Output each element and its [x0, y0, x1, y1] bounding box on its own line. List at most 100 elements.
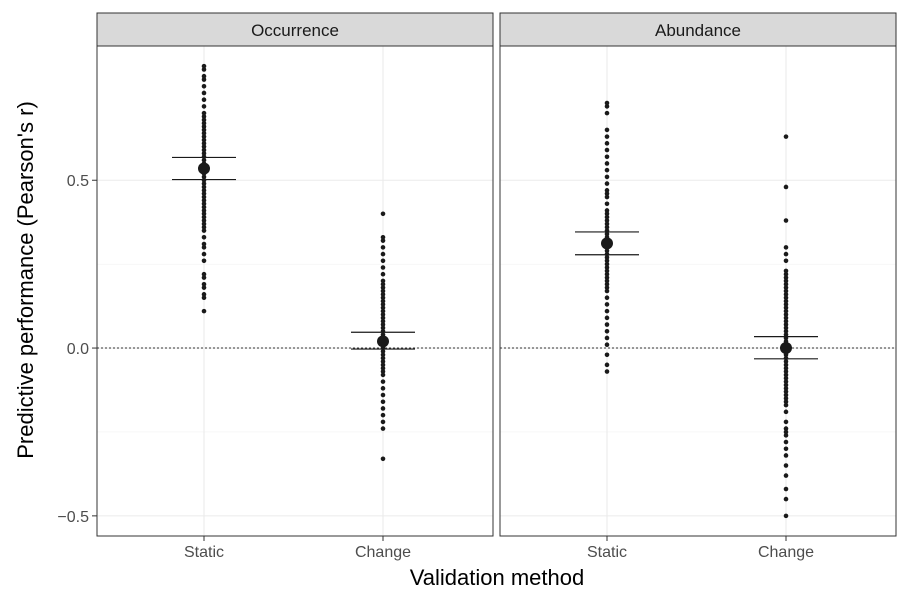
data-point	[783, 486, 789, 492]
data-point	[604, 211, 610, 217]
data-point	[604, 295, 610, 301]
data-point	[380, 278, 386, 284]
data-point	[783, 134, 789, 139]
data-point	[783, 392, 789, 398]
data-point	[201, 73, 207, 79]
data-point	[604, 104, 610, 109]
data-point	[604, 127, 610, 133]
data-point	[604, 315, 610, 321]
x-tick-label: Static	[184, 544, 224, 561]
data-point	[604, 224, 610, 230]
data-point	[783, 218, 789, 223]
data-point	[783, 372, 789, 378]
data-point	[201, 245, 207, 250]
data-point	[783, 426, 789, 431]
data-point	[201, 208, 207, 213]
data-point	[783, 463, 789, 468]
data-point	[201, 147, 207, 153]
data-point	[783, 473, 789, 478]
data-point	[380, 235, 386, 240]
data-point	[783, 439, 789, 445]
data-point	[201, 124, 207, 129]
data-point	[783, 251, 789, 257]
data-point	[201, 127, 207, 133]
data-point	[783, 382, 789, 388]
data-point	[604, 308, 610, 314]
data-point	[380, 211, 386, 217]
data-point	[380, 298, 386, 304]
data-point	[604, 231, 610, 237]
data-point	[380, 362, 386, 368]
data-point	[201, 134, 207, 139]
data-point	[201, 241, 207, 247]
data-point	[201, 144, 207, 149]
data-point	[380, 305, 386, 311]
panel-background	[97, 46, 493, 536]
data-point	[201, 174, 207, 180]
data-point	[783, 396, 789, 401]
y-tick-label: −0.5	[57, 509, 89, 526]
data-point	[783, 325, 789, 331]
mean-point	[377, 335, 389, 348]
data-point	[201, 117, 207, 123]
data-point	[604, 201, 610, 207]
data-point	[604, 288, 610, 294]
data-point	[604, 147, 610, 153]
data-point	[783, 292, 789, 297]
data-point	[783, 379, 789, 384]
data-point	[783, 245, 789, 250]
data-point	[604, 191, 610, 196]
data-point	[604, 302, 610, 307]
data-point	[201, 308, 207, 314]
data-point	[783, 362, 789, 368]
data-point	[783, 318, 789, 324]
data-point	[380, 392, 386, 398]
x-tick-label: Change	[758, 544, 814, 561]
data-point	[201, 235, 207, 240]
panel-abundance: Abundance Static Change	[499, 12, 897, 561]
data-point	[380, 322, 386, 327]
data-point	[783, 359, 789, 364]
data-point	[380, 352, 386, 358]
data-point	[380, 302, 386, 307]
data-point	[604, 167, 610, 173]
data-point	[380, 281, 386, 287]
data-point	[201, 204, 207, 210]
mean-point	[198, 162, 210, 175]
plot-area: Occurrence Static Change Abundance Static Cha…	[57, 12, 897, 561]
data-point	[604, 281, 610, 287]
data-point	[604, 141, 610, 146]
data-point	[201, 130, 207, 136]
data-point	[380, 265, 386, 270]
data-point	[201, 63, 207, 69]
data-point	[380, 372, 386, 378]
data-point	[604, 221, 610, 227]
data-point	[201, 218, 207, 223]
x-axis-title: Validation method	[410, 565, 585, 589]
data-point	[201, 110, 207, 116]
data-point	[604, 214, 610, 220]
data-point	[201, 224, 207, 230]
data-point	[380, 426, 386, 431]
data-point	[783, 322, 789, 327]
data-point	[783, 312, 789, 317]
data-point	[783, 399, 789, 405]
data-point	[783, 429, 789, 435]
data-point	[604, 255, 610, 260]
data-point	[201, 77, 207, 82]
data-point	[201, 90, 207, 96]
data-point	[380, 271, 386, 277]
data-point	[604, 335, 610, 341]
data-point	[783, 419, 789, 425]
data-point	[201, 211, 207, 217]
data-point	[604, 100, 610, 106]
data-point	[783, 369, 789, 374]
facet-strip	[499, 12, 897, 47]
data-point	[604, 369, 610, 374]
data-point	[380, 251, 386, 257]
data-point	[783, 302, 789, 307]
data-point	[604, 134, 610, 139]
data-point	[604, 110, 610, 116]
data-point	[783, 258, 789, 264]
data-point	[380, 406, 386, 411]
